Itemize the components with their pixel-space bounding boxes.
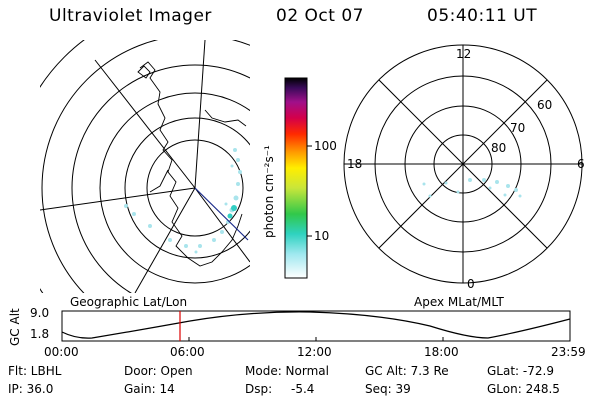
altitude-ytick-min: 1.8 [30,327,50,341]
apex-caption: Apex MLat/MLT [414,295,504,309]
time-tick-0600: 06:00 [170,345,205,359]
info-dsp-label: Dsp: [245,382,273,396]
mlat-label-70: 70 [510,121,526,135]
altitude-ytick-max: 9.0 [30,306,50,320]
meridian-lines [40,40,250,293]
info-glat: GLat: -72.9 [487,364,554,378]
mlt-label-18: 18 [347,157,363,171]
info-glon: GLon: 248.5 [487,382,560,396]
time-tick-0000: 00:00 [44,345,79,359]
mlt-label-6: 6 [577,157,585,171]
geographic-panel [40,40,250,293]
info-filter: Flt: LBHL [8,364,62,378]
info-seq: Seq: 39 [365,382,411,396]
mlat-label-80: 80 [491,141,507,155]
colorbar [284,77,312,279]
mlt-label-12: 12 [456,47,472,61]
time-label: 05:40:11 UT [427,6,538,26]
time-tick-1200: 12:00 [297,345,332,359]
time-tick-2359: 23:59 [551,345,586,359]
time-tick-1800: 18:00 [424,345,459,359]
info-dsp-value: -5.4 [291,382,315,396]
mlt-label-0: 0 [467,277,475,291]
info-ip: IP: 36.0 [8,382,54,396]
instrument-title: Ultraviolet Imager [49,6,212,26]
geographic-caption: Geographic Lat/Lon [70,295,188,309]
colorbar-unit-label: photon cm⁻²s⁻¹ [262,145,276,238]
satellite-trajectory [194,187,249,241]
info-door: Door: Open [124,364,193,378]
info-gc-alt: GC Alt: 7.3 Re [365,364,449,378]
info-gain: Gain: 14 [124,382,175,396]
latitude-circles [40,40,250,293]
aurora-emission [124,148,242,254]
coastline-island [137,65,151,79]
mlat-label-60: 60 [537,98,553,112]
apex-panel [343,44,583,284]
altitude-plot [61,310,571,342]
colorbar-tick-100: 100 [314,139,337,153]
date-label: 02 Oct 07 [276,6,364,26]
info-mode: Mode: Normal [245,364,329,378]
aurora-bright-spot [227,205,237,219]
colorbar-tick-10: 10 [314,229,330,243]
apex-aurora [422,178,522,198]
altitude-ylabel: GC Alt [8,308,22,346]
coastline [139,61,247,267]
altitude-curve [61,311,571,339]
